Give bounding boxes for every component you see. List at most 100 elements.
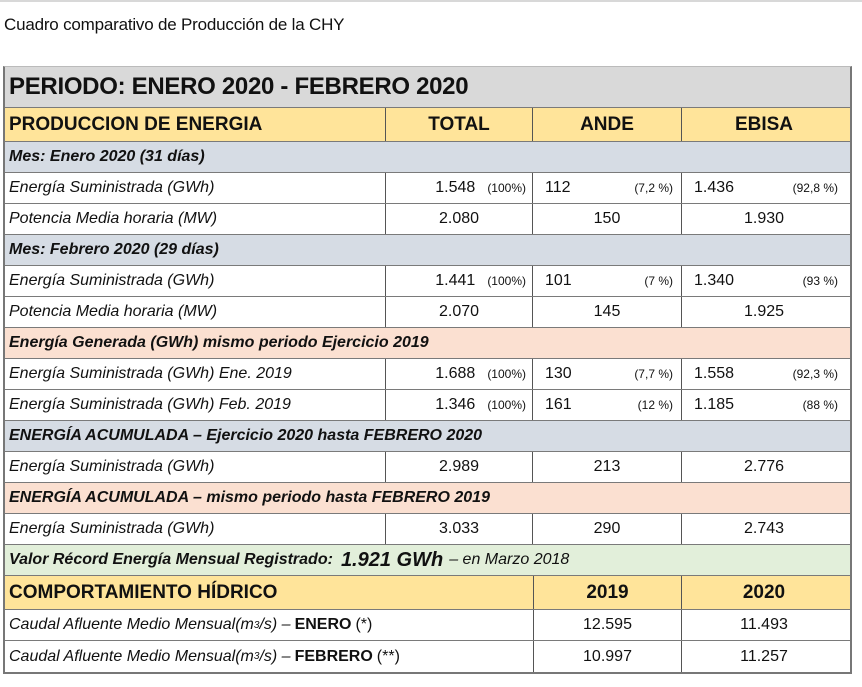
ebisa-pct: (92,3 %) xyxy=(792,367,838,381)
total-value: 2.070 xyxy=(386,297,533,327)
ande-pct: (7,2 %) xyxy=(634,181,673,195)
section-title: ENERGÍA ACUMULADA – mismo periodo hasta … xyxy=(9,489,490,506)
ande-value: 130 xyxy=(545,365,572,382)
hydro-note: (*) xyxy=(355,616,373,633)
ebisa-pct: (93 %) xyxy=(802,274,838,288)
hydro-label-unit: /s) – xyxy=(259,647,291,665)
ande-pct: (7,7 %) xyxy=(634,367,673,381)
hydro-col-2019: 2019 xyxy=(533,576,682,609)
section-header: Mes: Febrero 2020 (29 días) xyxy=(5,235,850,266)
ebisa-value: 1.185 xyxy=(694,396,735,413)
ebisa-pct: (92,8 %) xyxy=(792,181,838,195)
table-row: Caudal Afluente Medio Mensual(m 3/s) – FEB… xyxy=(5,641,850,672)
total-pct: (100%) xyxy=(487,274,526,288)
total-pct: (100%) xyxy=(487,367,526,381)
section-header: Energía Generada (GWh) mismo periodo Eje… xyxy=(5,328,850,359)
row-label: Energía Suministrada (GWh) xyxy=(5,514,386,544)
hydro-label-text: Caudal Afluente Medio Mensual(m xyxy=(9,616,254,633)
table-row: Energía Suministrada (GWh) 1.548 (100%) 1… xyxy=(5,173,850,204)
ande-cell: 161 (12 %) xyxy=(533,390,682,420)
ebisa-value: 2.743 xyxy=(743,520,785,537)
total-value: 1.346 xyxy=(435,396,476,413)
row-label: Energía Suministrada (GWh) xyxy=(5,266,386,296)
ebisa-value: 1.558 xyxy=(694,365,735,382)
hydro-label-text: Caudal Afluente Medio Mensual(m xyxy=(9,647,254,665)
total-cell: 1.548 (100%) xyxy=(386,173,533,203)
ebisa-pct: (88 %) xyxy=(802,398,838,412)
ande-value: 213 xyxy=(533,452,682,482)
hydro-label-sup: 3 xyxy=(253,619,260,631)
table-row: Energía Suministrada (GWh) Feb. 2019 1.3… xyxy=(5,390,850,421)
record-date: – en Marzo 2018 xyxy=(449,551,570,568)
hydro-note: (**) xyxy=(376,647,400,665)
table-row: Energía Suministrada (GWh) 2.989 213 2.7… xyxy=(5,452,850,483)
total-value: 3.033 xyxy=(386,514,533,544)
hydro-title: COMPORTAMIENTO HÍDRICO xyxy=(9,581,278,603)
ande-cell: 130 (7,7 %) xyxy=(533,359,682,389)
ande-value: 101 xyxy=(545,272,572,289)
record-cell: Valor Récord Energía Mensual Registrado:… xyxy=(5,545,850,575)
table-row: Caudal Afluente Medio Mensual(m 3/s) – ENE… xyxy=(5,610,850,641)
total-value: 2.080 xyxy=(386,204,533,234)
total-cell: 1.346 (100%) xyxy=(386,390,533,420)
section-header: Mes: Enero 2020 (31 días) xyxy=(5,142,850,173)
hydro-row-label: Caudal Afluente Medio Mensual(m 3/s) – ENE… xyxy=(5,610,533,640)
total-pct: (100%) xyxy=(487,398,526,412)
hydro-2019-value: 12.595 xyxy=(533,610,682,640)
ebisa-value: 2.776 xyxy=(743,458,785,475)
ande-cell: 112 (7,2 %) xyxy=(533,173,682,203)
total-pct: (100%) xyxy=(487,181,526,195)
ebisa-cell: 1.558 (92,3 %) xyxy=(682,359,846,389)
table-row: Energía Suministrada (GWh) 3.033 290 2.7… xyxy=(5,514,850,545)
row-label: Potencia Media horaria (MW) xyxy=(5,297,386,327)
table-row: Potencia Media horaria (MW) 2.070 145 1.… xyxy=(5,297,850,328)
hydro-2020-value: 11.493 xyxy=(740,616,788,633)
record-label: Valor Récord Energía Mensual Registrado: xyxy=(9,551,333,568)
row-label: Energía Suministrada (GWh) xyxy=(5,452,386,482)
ande-value: 112 xyxy=(545,179,571,196)
ebisa-value: 1.930 xyxy=(743,210,785,227)
hydro-label-sup: 3 xyxy=(253,651,260,662)
section-title: Mes: Enero 2020 (31 días) xyxy=(9,148,205,165)
section-header: ENERGÍA ACUMULADA – mismo periodo hasta … xyxy=(5,483,850,514)
section-title: Energía Generada (GWh) mismo periodo Eje… xyxy=(9,334,429,351)
ebisa-value: 1.340 xyxy=(694,272,735,289)
hydro-2020-value: 11.257 xyxy=(740,647,788,665)
ebisa-cell: 1.340 (93 %) xyxy=(682,266,846,296)
ande-cell: 101 (7 %) xyxy=(533,266,682,296)
row-label: Potencia Media horaria (MW) xyxy=(5,204,386,234)
total-cell: 1.688 (100%) xyxy=(386,359,533,389)
table-row: Energía Suministrada (GWh) Ene. 2019 1.6… xyxy=(5,359,850,390)
section-header: ENERGÍA ACUMULADA – Ejercicio 2020 hasta… xyxy=(5,421,850,452)
section-title: Mes: Febrero 2020 (29 días) xyxy=(9,241,219,258)
total-value: 1.441 xyxy=(435,272,476,289)
ebisa-cell: 1.436 (92,8 %) xyxy=(682,173,846,203)
ebisa-cell: 1.185 (88 %) xyxy=(682,390,846,420)
ande-pct: (12 %) xyxy=(637,398,673,412)
row-label: Energía Suministrada (GWh) xyxy=(5,173,386,203)
ebisa-value: 1.436 xyxy=(694,179,735,196)
hydro-2019-value: 10.997 xyxy=(533,641,682,672)
ande-value: 145 xyxy=(533,297,682,327)
table-row: Potencia Media horaria (MW) 2.080 150 1.… xyxy=(5,204,850,235)
record-row: Valor Récord Energía Mensual Registrado:… xyxy=(5,545,850,576)
hydro-month: ENERO xyxy=(294,616,352,633)
hydro-month: FEBRERO xyxy=(294,647,373,665)
header-ebisa: EBISA xyxy=(734,113,794,135)
header-total: TOTAL xyxy=(386,108,533,141)
record-value: 1.921 GWh xyxy=(340,548,444,571)
ebisa-value: 1.925 xyxy=(743,303,785,320)
section-title: ENERGÍA ACUMULADA – Ejercicio 2020 hasta… xyxy=(9,427,483,444)
hydro-header-row: COMPORTAMIENTO HÍDRICO 2019 2020 xyxy=(5,576,850,610)
header-production: PRODUCCION DE ENERGIA xyxy=(5,108,386,141)
ande-pct: (7 %) xyxy=(644,274,673,288)
document-title: Cuadro comparativo de Producción de la C… xyxy=(4,15,345,34)
total-value: 1.548 xyxy=(435,179,476,196)
table-row: Energía Suministrada (GWh) 1.441 (100%) 1… xyxy=(5,266,850,297)
ande-value: 150 xyxy=(533,204,682,234)
period-title: PERIODO: ENERO 2020 - FEBRERO 2020 xyxy=(9,73,469,100)
hydro-row-label: Caudal Afluente Medio Mensual(m 3/s) – FEB… xyxy=(5,641,533,672)
header-row: PRODUCCION DE ENERGIA TOTAL ANDE EBISA xyxy=(5,108,850,142)
ande-value: 290 xyxy=(533,514,682,544)
production-table: PERIODO: ENERO 2020 - FEBRERO 2020 PRODU… xyxy=(3,66,852,674)
